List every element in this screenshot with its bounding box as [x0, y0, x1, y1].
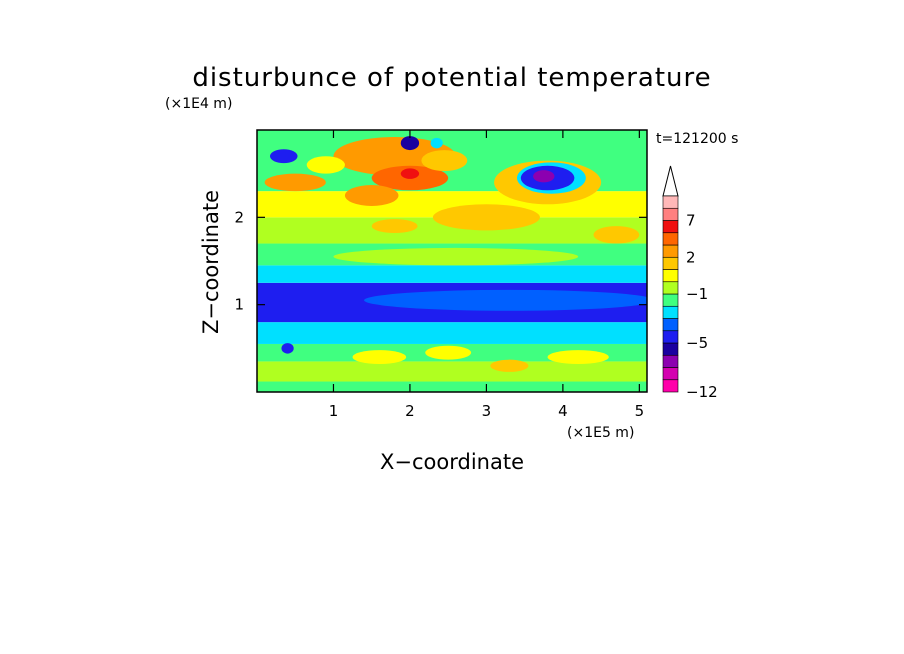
contour-feature-19	[352, 350, 407, 365]
contour-feature-16	[593, 226, 640, 244]
colorbar-swatch-8	[662, 281, 679, 295]
colorbar: 7 2 −1 −5 −12	[662, 165, 718, 401]
x-tick-label-2: 3	[482, 402, 492, 420]
contour-feature-18	[364, 289, 647, 311]
colorbar-swatch-5	[662, 318, 679, 332]
contour-feature-20	[425, 345, 472, 360]
colorbar-swatch-10	[662, 256, 679, 270]
colorbar-swatch-15	[662, 195, 679, 209]
x-tick-label-3: 4	[558, 402, 568, 420]
contour-feature-14	[432, 204, 540, 231]
contour-feature-17	[333, 247, 579, 266]
contour-feature-13	[306, 156, 345, 174]
colorbar-label-3: −5	[686, 334, 708, 352]
contour-feature-11	[430, 137, 443, 149]
colorbar-label-2: −1	[686, 285, 708, 303]
contour-feature-22	[490, 359, 529, 372]
colorbar-swatch-12	[662, 232, 679, 246]
x-tick-label-4: 5	[635, 402, 645, 420]
colorbar-swatch-7	[662, 293, 679, 307]
plot-frame	[256, 129, 648, 393]
contour-band-1	[257, 361, 647, 382]
colorbar-swatch-13	[662, 220, 679, 234]
colorbar-swatch-0	[662, 379, 679, 393]
colorbar-label-4: −12	[686, 383, 718, 401]
chart-title: disturbunce of potential temperature	[192, 63, 711, 93]
colorbar-swatch-11	[662, 244, 679, 258]
contour-feature-8	[533, 170, 555, 183]
contour-feature-15	[371, 219, 418, 234]
y-unit-label: (×1E4 m)	[165, 96, 232, 112]
y-tick-label-1: 2	[234, 208, 244, 226]
colorbar-swatch-9	[662, 269, 679, 283]
y-axis: 12	[234, 208, 647, 314]
contour-feature-9	[270, 149, 298, 164]
colorbar-label-0: 7	[686, 212, 696, 230]
contour-feature-2	[344, 185, 399, 206]
contour-band-3	[257, 322, 647, 344]
contour-feature-23	[281, 343, 294, 354]
colorbar-swatch-14	[662, 207, 679, 221]
colorbar-swatch-4	[662, 330, 679, 344]
y-axis-label: Z−coordinate	[199, 190, 223, 334]
colorbar-swatch-2	[662, 354, 679, 368]
contour-band-0	[257, 381, 647, 392]
colorbar-swatch-1	[662, 367, 679, 381]
colorbar-extend-arrow	[662, 165, 679, 197]
colorbar-swatch-3	[662, 342, 679, 356]
y-tick-label-0: 1	[234, 296, 244, 314]
contour-feature-12	[264, 173, 326, 192]
colorbar-label-1: 2	[686, 248, 696, 266]
x-axis-label: X−coordinate	[380, 450, 524, 474]
contour-feature-3	[400, 168, 420, 179]
x-tick-label-0: 1	[329, 402, 339, 420]
contour-feature-10	[400, 136, 420, 151]
contour-feature-4	[421, 150, 468, 172]
x-axis: 1 2 3 4 5	[329, 130, 644, 420]
contour-feature-21	[547, 350, 609, 365]
x-tick-label-1: 2	[405, 402, 415, 420]
time-annotation: t=121200 s	[656, 131, 738, 147]
x-unit-label: (×1E5 m)	[567, 425, 634, 441]
colorbar-swatch-6	[662, 305, 679, 319]
contour-band-5	[257, 265, 647, 283]
contour-fill	[257, 130, 647, 392]
